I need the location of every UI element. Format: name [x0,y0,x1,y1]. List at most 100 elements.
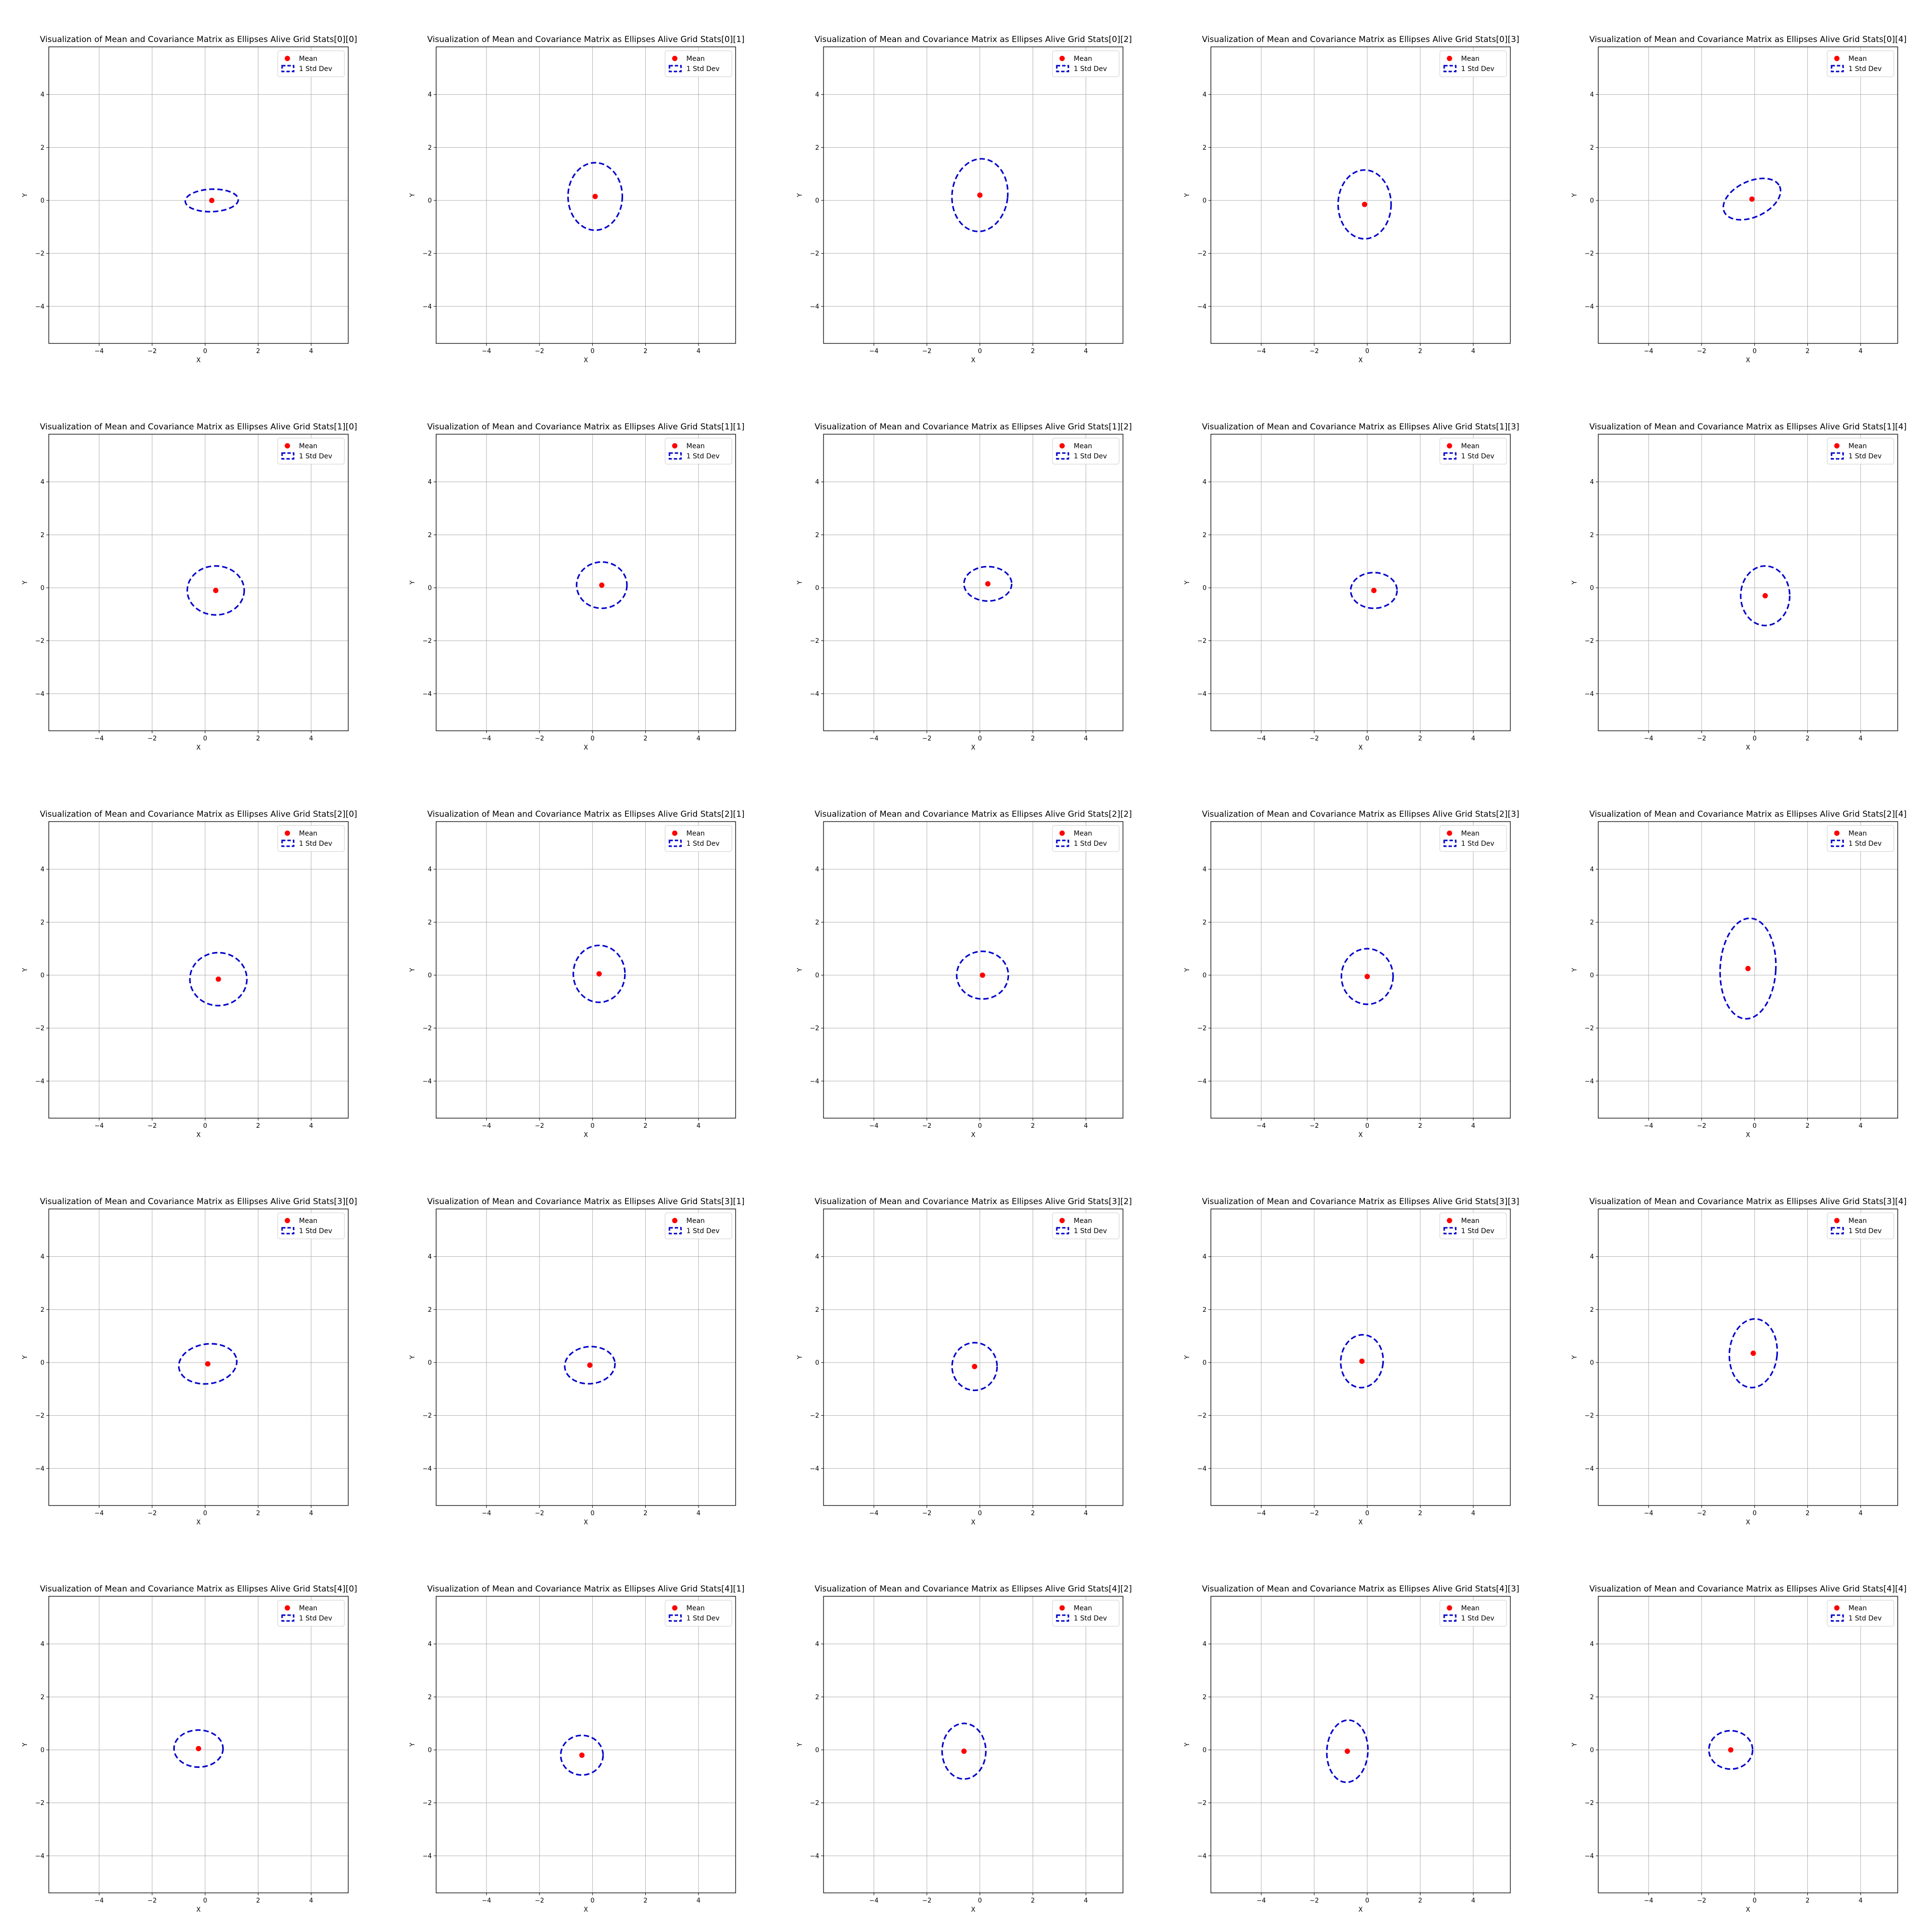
subplot-4-4: −4 −2 0 2 4 −4 −2 0 2 4 X Y Visualization of Mean an… [1571,1584,1907,1914]
legend-mean-marker [284,830,290,836]
x-axis-label: X [1746,1906,1750,1914]
y-tick-label: −2 [35,1800,44,1807]
subplot-3-1: −4 −2 0 2 4 −4 −2 0 2 4 X Y Visualization of Mean an… [409,1197,745,1526]
subplot-3-2: −4 −2 0 2 4 −4 −2 0 2 4 X Y Visualization of Mean an… [796,1197,1132,1526]
mean-point [1362,201,1367,207]
x-axis-label: X [1359,357,1363,364]
x-tick-label: 4 [1084,1510,1088,1517]
x-tick-label: −2 [922,1122,931,1130]
x-axis-label: X [584,1132,588,1139]
y-tick-label: 0 [41,972,44,979]
legend-ellipse-label: 1 Std Dev [686,840,720,848]
y-axis-label: Y [796,1355,804,1360]
x-tick-label: −2 [1309,735,1319,742]
x-tick-label: 4 [1471,1897,1475,1904]
y-tick-label: −2 [423,1025,432,1032]
x-axis-label: X [1746,357,1750,364]
y-tick-label: 2 [1590,144,1594,152]
legend: Mean 1 Std Dev [1827,825,1894,852]
y-tick-label: −2 [423,638,432,645]
y-tick-label: 2 [815,919,819,926]
subplot-title: Visualization of Mean and Covariance Mat… [40,1584,357,1594]
x-axis-label: X [971,357,976,364]
x-tick-label: 0 [203,348,207,355]
subplot-1-2: −4 −2 0 2 4 −4 −2 0 2 4 X Y Visualization of Mean an… [796,422,1132,752]
y-tick-label: 2 [1590,532,1594,539]
x-tick-label: −4 [1257,735,1266,742]
y-tick-label: 4 [1203,866,1207,873]
x-axis-label: X [1746,1519,1750,1526]
legend: Mean 1 Std Dev [1052,1600,1120,1627]
x-tick-label: 4 [696,735,700,742]
y-axis-label: Y [1184,581,1191,585]
legend-mean-label: Mean [1074,1217,1092,1225]
y-tick-label: −2 [1197,250,1207,257]
legend: Mean 1 Std Dev [665,438,732,465]
subplot-title: Visualization of Mean and Covariance Mat… [40,35,357,44]
y-tick-label: −2 [35,250,44,257]
subplot-title: Visualization of Mean and Covariance Mat… [427,422,744,432]
legend-ellipse-marker [281,839,295,847]
x-tick-label: 2 [256,1122,260,1130]
y-axis-label: Y [1184,968,1191,972]
y-tick-label: 2 [815,532,819,539]
std-dev-ellipse [572,944,626,1003]
x-tick-label: −2 [922,1897,931,1904]
x-tick-label: 0 [591,1510,595,1517]
y-tick-label: 0 [1203,584,1207,592]
legend: Mean 1 Std Dev [1827,1600,1894,1627]
legend-mean-marker [1059,1605,1065,1611]
x-axis-label: X [197,1132,201,1139]
legend-mean-marker [284,1605,290,1611]
legend-mean-label: Mean [1848,1605,1867,1612]
axes-frame [1598,46,1898,344]
y-tick-label: −4 [1197,1078,1207,1085]
y-tick-label: −2 [423,250,432,257]
x-tick-label: 2 [1031,1122,1035,1130]
legend-ellipse-marker [1831,452,1844,460]
subplot-title: Visualization of Mean and Covariance Mat… [427,1584,744,1594]
y-tick-label: 4 [428,866,432,873]
std-dev-ellipse [1728,1318,1778,1389]
x-tick-label: 2 [1805,1122,1809,1130]
legend-ellipse-marker [668,452,682,460]
std-dev-ellipse [951,1342,998,1392]
subplot-2-0: −4 −2 0 2 4 −4 −2 0 2 4 X Y Visualization of Mean an… [22,810,357,1139]
y-tick-label: −2 [810,1412,819,1420]
x-tick-label: −2 [1309,1897,1319,1904]
subplot-title: Visualization of Mean and Covariance Mat… [1589,422,1906,432]
x-tick-label: −2 [922,348,931,355]
legend: Mean 1 Std Dev [1052,1212,1120,1239]
legend-ellipse-label: 1 Std Dev [1461,1615,1494,1622]
legend-ellipse-label: 1 Std Dev [1461,453,1494,460]
x-tick-label: 0 [1753,1897,1757,1904]
x-tick-label: −2 [1309,1510,1319,1517]
legend-mean-label: Mean [1848,1217,1867,1225]
legend-mean-marker [672,1605,678,1611]
y-tick-label: 2 [815,1307,819,1314]
axes-frame [1598,821,1898,1119]
y-tick-label: 2 [1590,1694,1594,1701]
y-tick-label: 2 [1203,1694,1207,1701]
subplot-4-0: −4 −2 0 2 4 −4 −2 0 2 4 X Y Visualization of Mean an… [22,1584,357,1914]
legend-ellipse-label: 1 Std Dev [1074,1227,1107,1235]
legend-ellipse-marker [281,1227,295,1235]
axes-frame [436,1208,736,1506]
x-tick-label: 2 [1805,348,1809,355]
legend-mean-label: Mean [1074,1605,1092,1612]
subplot-1-3: −4 −2 0 2 4 −4 −2 0 2 4 X Y Visualization of Mean an… [1184,422,1520,752]
x-tick-label: −2 [1309,348,1319,355]
y-tick-label: 4 [41,91,44,99]
y-tick-label: 2 [1203,532,1207,539]
axes-frame [48,46,349,344]
legend-mean-marker [1834,830,1840,836]
legend-ellipse-label: 1 Std Dev [686,1227,720,1235]
x-tick-label: 2 [1031,348,1035,355]
legend-mean-marker [1059,830,1065,836]
legend-mean-label: Mean [1461,830,1479,838]
y-tick-label: 2 [815,1694,819,1701]
subplot-0-0: −4 −2 0 2 4 −4 −2 0 2 4 X Y Visualization of Mean an… [22,35,357,364]
x-tick-label: −4 [1644,348,1653,355]
legend-ellipse-marker [1443,1227,1457,1235]
y-tick-label: 2 [428,1307,432,1314]
